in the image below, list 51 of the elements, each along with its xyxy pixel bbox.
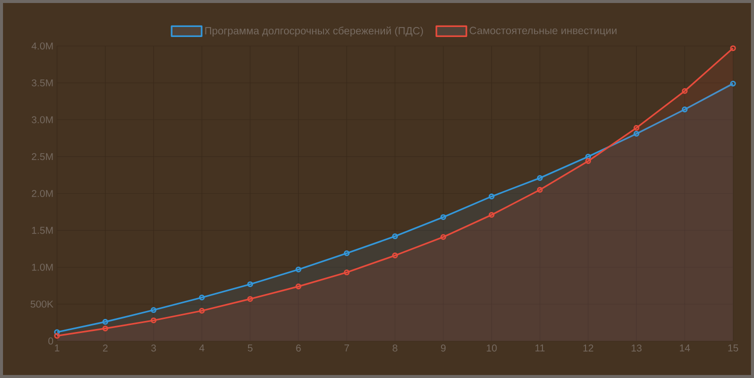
legend-label: Самостоятельные инвестиции [470, 26, 616, 36]
x-tick-label: 3 [151, 344, 156, 352]
y-tick-label: 4.0M [32, 42, 53, 50]
x-tick-label: 5 [248, 344, 253, 352]
x-tick-label: 9 [440, 344, 446, 352]
x-tick-label: 11 [535, 344, 545, 352]
point [344, 250, 350, 256]
point [296, 266, 302, 272]
point [440, 234, 446, 240]
point [150, 307, 156, 313]
point [488, 194, 494, 200]
y-tick-label: 1.0M [32, 264, 53, 271]
x-tick-label: 4 [199, 344, 204, 352]
y-tick-label: 1.5M [32, 226, 53, 234]
y-tick-label: 500K [30, 300, 54, 308]
x-tick-label: 12 [583, 344, 594, 352]
point [392, 233, 398, 240]
point [150, 317, 156, 324]
point [198, 308, 205, 314]
point [536, 186, 543, 193]
point [247, 281, 254, 288]
y-tick-label: 3.5M [32, 79, 53, 86]
x-tick-label: 10 [486, 344, 497, 352]
x-tick-label: 1 [55, 344, 60, 352]
x-tick-label: 7 [344, 344, 349, 352]
point [488, 212, 494, 218]
x-tick-label: 14 [680, 344, 690, 352]
point [585, 158, 592, 164]
y-tick-label: 3.0M [32, 116, 53, 124]
point [682, 88, 688, 94]
point [198, 294, 205, 300]
point [440, 214, 446, 220]
point [392, 252, 398, 258]
x-tick-label: 15 [728, 344, 738, 352]
point [634, 124, 640, 131]
x-tick-label: 6 [296, 344, 301, 352]
point [682, 106, 688, 112]
point [536, 175, 543, 181]
x-tick-label: 2 [103, 344, 108, 352]
y-tick-label: 2.0M [32, 190, 53, 198]
legend-label: Программа долгосрочных сбережений (ПДС) [205, 26, 423, 36]
point [634, 130, 640, 137]
point [102, 318, 108, 325]
x-tick-label: 8 [392, 344, 398, 352]
x-tick-label: 13 [632, 344, 642, 352]
point [102, 326, 108, 332]
point [296, 284, 302, 290]
point [344, 270, 350, 276]
y-tick-label: 0 [48, 337, 54, 345]
y-tick-label: 2.5M [32, 153, 53, 160]
point [247, 296, 254, 302]
